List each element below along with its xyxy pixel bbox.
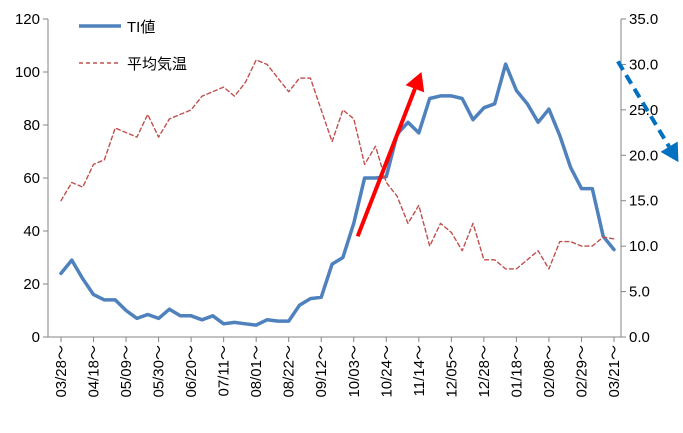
x-tick-label: 08/01～ [248, 345, 265, 398]
x-tick-label: 09/12～ [313, 345, 330, 398]
axes: 0 20 40 60 80 100 120 0.0 5.0 10.0 15.0 20.0 25.0 30.… [15, 11, 658, 398]
y-left-tick-label: 120 [15, 11, 40, 28]
x-tick-label: 07/11～ [216, 345, 233, 396]
x-tick-label: 10/24～ [378, 345, 395, 398]
y-right-tick-label: 20.0 [629, 147, 658, 164]
x-tick-label: 11/14～ [411, 345, 428, 396]
x-tick-label: 01/18～ [508, 345, 525, 398]
y-left-tick-label: 40 [23, 223, 40, 240]
x-tick-label: 05/09～ [118, 345, 135, 398]
x-tick-label: 12/28～ [476, 345, 493, 398]
y-right-tick-label: 10.0 [629, 238, 658, 255]
x-tick-label: 05/30～ [151, 345, 168, 398]
y-left-tick-label: 60 [23, 170, 40, 187]
x-tick-label: 03/28～ [53, 345, 70, 398]
y-right-tick-label: 30.0 [629, 56, 658, 73]
y-right-tick-label: 0.0 [629, 329, 650, 346]
legend-label: 平均気温 [127, 56, 187, 73]
series-layer [59, 59, 616, 327]
y-right-tick-label: 5.0 [629, 284, 650, 301]
x-tick-label: 12/05～ [443, 345, 460, 398]
annotation-arrow-head [405, 72, 425, 93]
x-tick-label: 04/18～ [86, 345, 103, 398]
x-tick-label: 02/29～ [573, 345, 590, 398]
x-tick-label: 08/22～ [281, 345, 298, 398]
y-right-tick-label: 35.0 [629, 11, 658, 28]
y-right-tick-label: 25.0 [629, 102, 658, 119]
series-line-temperature [60, 59, 615, 270]
y-left-tick-label: 100 [15, 64, 40, 81]
annotation-arrow-head [660, 141, 679, 163]
annotations-layer [355, 60, 679, 238]
y-left-tick-label: 20 [23, 276, 40, 293]
annotation-arrow-shaft [355, 88, 417, 238]
annotation-arrow-shaft [616, 60, 671, 148]
legend-label: TI値 [127, 19, 155, 36]
x-tick-label: 10/03～ [346, 345, 363, 398]
y-right-tick-label: 15.0 [629, 193, 658, 210]
y-left-tick-label: 80 [23, 117, 40, 134]
x-tick-label: 03/21～ [606, 345, 623, 398]
x-tick-label: 06/20～ [183, 345, 200, 398]
y-left-tick-label: 0 [32, 329, 40, 346]
x-tick-label: 02/08～ [541, 345, 558, 398]
series-line-ti [59, 62, 616, 327]
